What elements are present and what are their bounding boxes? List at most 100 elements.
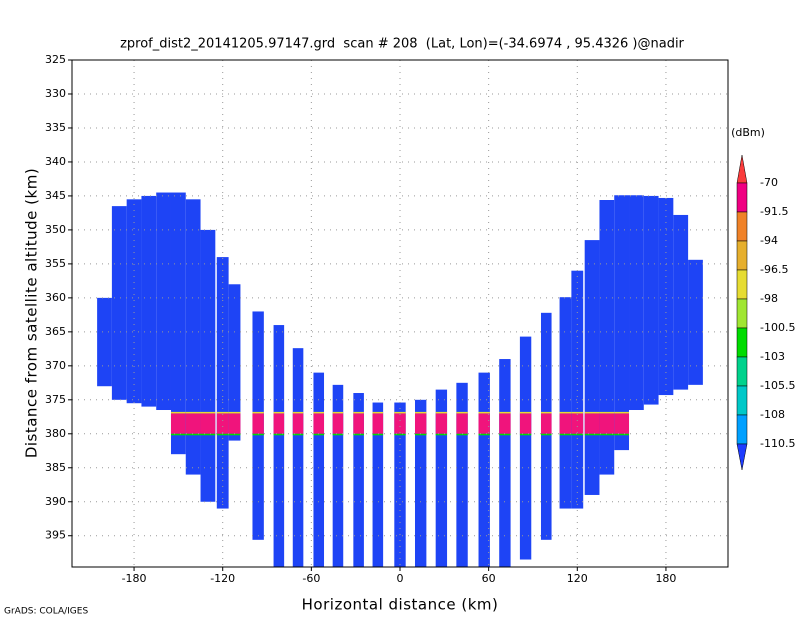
swath-column — [126, 199, 142, 404]
x-tick-label: 60 — [482, 572, 496, 585]
x-tick-label: -60 — [302, 572, 320, 585]
x-tick-label: 180 — [655, 572, 676, 585]
band-edge — [292, 411, 304, 414]
swath-column — [185, 199, 201, 475]
band-edge — [216, 433, 229, 436]
band-edge — [435, 433, 448, 436]
swath-column — [372, 402, 384, 567]
swath-column — [499, 359, 511, 567]
swath-column — [313, 372, 325, 567]
y-tick-label: 355 — [45, 257, 66, 270]
swath-column — [629, 195, 644, 411]
swath-column — [292, 348, 304, 567]
band-edge — [292, 433, 304, 436]
band-edge — [435, 411, 448, 414]
colorbar-label: -103 — [760, 350, 785, 363]
y-tick-label: 340 — [45, 155, 66, 168]
band-edge — [599, 433, 615, 436]
x-tick-label: -180 — [122, 572, 147, 585]
colorbar-label: -110.5 — [760, 437, 795, 450]
surface-band — [273, 413, 285, 434]
band-edge — [584, 433, 600, 436]
surface-band — [252, 413, 264, 434]
footer: GrADS: COLA/IGES — [4, 607, 88, 617]
colorbar-segment — [736, 182, 748, 213]
y-tick-label: 345 — [45, 189, 66, 202]
y-tick-label: 375 — [45, 393, 66, 406]
band-edge — [499, 411, 511, 414]
y-tick-label: 370 — [45, 359, 66, 372]
band-edge — [614, 411, 630, 414]
band-edge — [559, 411, 572, 414]
y-tick-label: 325 — [45, 53, 66, 66]
colorbar-label: -96.5 — [760, 263, 788, 276]
band-edge — [332, 411, 344, 414]
swath-column — [273, 325, 285, 567]
colorbar-cap — [736, 443, 748, 471]
swath-column — [97, 297, 112, 387]
swath-column — [216, 257, 229, 509]
band-edge — [571, 411, 584, 414]
swath-column — [643, 195, 659, 405]
y-tick-label: 330 — [45, 87, 66, 100]
surface-band — [614, 413, 630, 434]
swath-column — [200, 229, 216, 502]
surface-band — [499, 413, 511, 434]
band-edge — [353, 411, 364, 414]
colorbar-segment — [736, 240, 748, 271]
band-edge — [185, 411, 201, 414]
colorbar-segment — [736, 269, 748, 300]
band-edge — [414, 411, 427, 414]
swath-column — [156, 192, 171, 411]
band-edge — [571, 433, 584, 436]
band-edge — [313, 433, 325, 436]
colorbar-segment — [736, 298, 748, 329]
y-tick-label: 360 — [45, 291, 66, 304]
surface-band — [478, 413, 490, 434]
swath-column — [614, 195, 630, 451]
colorbar-segment — [736, 211, 748, 242]
band-edge — [273, 433, 285, 436]
swath-column — [456, 382, 468, 567]
colorbar-label: -100.5 — [760, 321, 795, 334]
swath-column — [673, 214, 689, 390]
x-tick-label: 0 — [397, 572, 404, 585]
band-edge — [559, 433, 572, 436]
colorbar-label: -105.5 — [760, 379, 795, 392]
x-tick-label: -120 — [210, 572, 235, 585]
surface-band — [519, 413, 532, 434]
band-edge — [599, 411, 615, 414]
band-edge — [478, 433, 490, 436]
surface-band — [571, 413, 584, 434]
colorbar-segment — [736, 414, 748, 445]
band-edge — [353, 433, 364, 436]
band-edge — [252, 411, 264, 414]
surface-band — [456, 413, 468, 434]
colorbar-segment — [736, 385, 748, 416]
band-edge — [478, 411, 490, 414]
surface-band — [292, 413, 304, 434]
y-tick-label: 385 — [45, 461, 66, 474]
colorbar-label: -98 — [760, 292, 778, 305]
surface-band — [584, 413, 600, 434]
surface-band — [540, 413, 552, 434]
band-edge — [332, 433, 344, 436]
band-edge — [614, 433, 630, 436]
swath-column — [111, 206, 127, 400]
swath-column — [332, 384, 344, 567]
band-edge — [216, 411, 229, 414]
colorbar-segment — [736, 327, 748, 358]
surface-band — [435, 413, 448, 434]
band-edge — [185, 433, 201, 436]
band-edge — [414, 433, 427, 436]
surface-band — [372, 413, 384, 434]
band-edge — [540, 411, 552, 414]
y-axis-label: Distance from satellite altitude (km) — [23, 168, 41, 458]
y-tick-label: 365 — [45, 325, 66, 338]
band-edge — [313, 411, 325, 414]
band-edge — [519, 433, 532, 436]
band-edge — [394, 411, 406, 414]
band-edge — [252, 433, 264, 436]
band-edge — [170, 411, 186, 414]
